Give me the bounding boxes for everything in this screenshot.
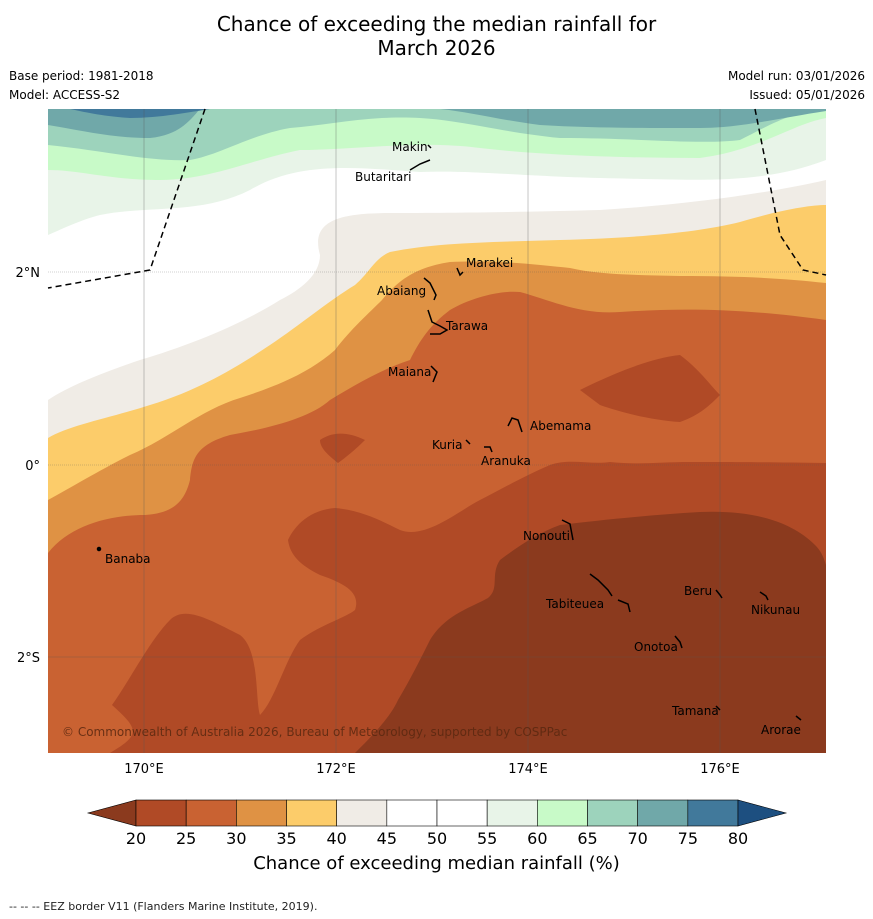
island-label: Makin	[392, 140, 428, 154]
lon-label: 172°E	[316, 762, 356, 777]
island-label: Marakei	[466, 256, 513, 270]
colorbar-over-arrow	[737, 799, 788, 827]
island-label: Abemama	[530, 419, 591, 433]
island-label: Arorae	[761, 723, 801, 737]
kuria-island	[465, 439, 471, 445]
banaba-island	[96, 546, 102, 552]
band-below-20	[355, 511, 826, 753]
colorbar	[86, 799, 788, 827]
colorbar-tick-label: 65	[577, 829, 598, 848]
colorbar-segment	[286, 799, 337, 827]
eez-footnote: -- -- -- EEZ border V11 (Flanders Marine…	[9, 900, 318, 913]
lat-label: 2°N	[16, 266, 41, 281]
colorbar-segment	[687, 799, 739, 827]
island-label: Abaiang	[377, 284, 426, 298]
colorbar-segment	[587, 799, 638, 827]
colorbar-tick-label: 25	[175, 829, 197, 848]
marakei-island	[456, 267, 464, 277]
abaiang-island	[423, 277, 437, 301]
island-shapes	[96, 144, 802, 721]
title-line-1: Chance of exceeding the median rainfall …	[216, 12, 657, 36]
colorbar-under-arrow	[86, 799, 137, 827]
issued-date: Issued: 05/01/2026	[749, 88, 865, 102]
island-label: Tabiteuea	[545, 597, 604, 611]
island-label: Maiana	[388, 365, 431, 379]
abemama-island	[507, 417, 523, 433]
chart-title: Chance of exceeding the median rainfall …	[0, 12, 873, 60]
colorbar-tick-label: 60	[527, 829, 548, 848]
island-label: Onotoa	[634, 640, 678, 654]
colorbar-tick-label: 50	[426, 829, 448, 848]
eez-border	[47, 108, 827, 289]
lat-label: 0°	[25, 459, 40, 474]
colorbar-tick-label: 80	[727, 829, 749, 848]
tarawa-island	[427, 309, 449, 335]
island-label: Kuria	[432, 438, 463, 452]
colorbar-segment	[185, 799, 237, 827]
island-label: Nonouti	[523, 529, 570, 543]
colorbar-tick-label: 75	[677, 829, 698, 848]
colorbar-segment	[236, 799, 287, 827]
colorbar-tick-label: 40	[326, 829, 347, 848]
nonouti-island	[561, 519, 574, 541]
graticule	[48, 109, 826, 753]
colorbar-segment	[637, 799, 689, 827]
band-75-80	[70, 109, 210, 118]
arorae-island	[795, 715, 802, 721]
island-label: Beru	[684, 584, 712, 598]
island-label: Aranuka	[481, 454, 531, 468]
colorbar-segment	[486, 799, 538, 827]
colorbar-tick-label: 45	[376, 829, 397, 848]
nikunau-island	[759, 591, 769, 601]
maiana-island	[430, 365, 438, 383]
aranuka-island	[484, 446, 493, 453]
lon-label: 176°E	[700, 762, 740, 777]
colorbar-tick-label: 35	[276, 829, 297, 848]
makin-island	[427, 144, 432, 149]
colorbar-segment	[436, 799, 488, 827]
island-label: Tarawa	[445, 319, 488, 333]
tamana-island	[715, 705, 721, 711]
colorbar-segment	[537, 799, 588, 827]
lon-label: 170°E	[124, 762, 164, 777]
model-name: Model: ACCESS-S2	[9, 88, 121, 102]
island-label: Butaritari	[355, 170, 412, 184]
colorbar-tick-label: 55	[476, 829, 498, 848]
island-label: Nikunau	[751, 603, 800, 617]
lon-label: 174°E	[508, 762, 548, 777]
lat-label: 2°S	[17, 651, 40, 666]
island-labels: Makin Butaritari Marakei Abaiang Tarawa …	[105, 140, 801, 737]
colorbar-label: Chance of exceeding median rainfall (%)	[253, 853, 620, 874]
colorbar-tick-label: 30	[226, 829, 247, 848]
band-70-75	[48, 109, 826, 138]
copyright-notice: © Commonwealth of Australia 2026, Bureau…	[62, 725, 567, 739]
colorbar-tick-label: 20	[125, 829, 147, 848]
model-run: Model run: 03/01/2026	[727, 69, 865, 83]
butaritari-island	[409, 159, 431, 171]
island-label: Tamana	[671, 704, 719, 718]
beru-island	[715, 589, 723, 599]
colorbar-tick-label: 70	[627, 829, 648, 848]
contour-layer	[48, 109, 826, 753]
tabiteuea-island	[589, 573, 631, 613]
onotoa-island	[674, 635, 683, 649]
island-label: Banaba	[105, 552, 151, 566]
axis-labels: 170°E 172°E 174°E 176°E 2°N 0° 2°S	[16, 266, 740, 777]
base-period: Base period: 1981-2018	[9, 69, 154, 83]
colorbar-segment	[336, 799, 388, 827]
colorbar-segment	[135, 799, 187, 827]
colorbar-segment	[386, 799, 438, 827]
title-line-2: March 2026	[377, 36, 496, 60]
